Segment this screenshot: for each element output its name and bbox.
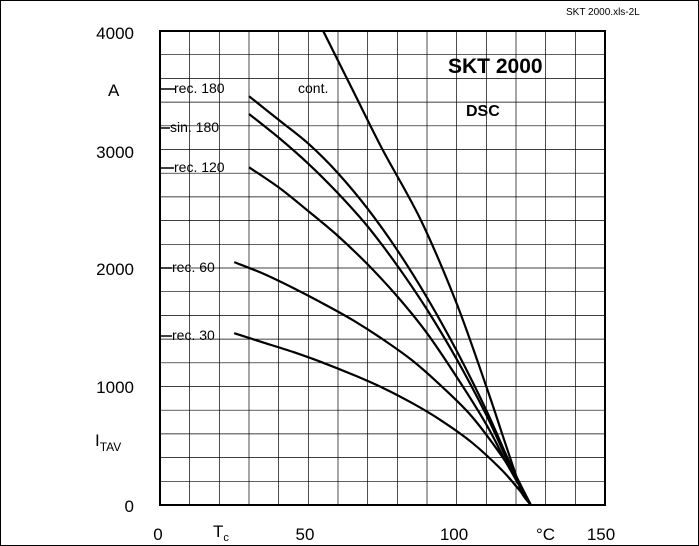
x-axis-label-sub: c — [223, 532, 229, 544]
curve-label-rec-120: rec. 120 — [174, 159, 225, 175]
y-tick-label-1000: 1000 — [96, 378, 134, 397]
y-tick-label-2000: 2000 — [96, 260, 134, 279]
curve-rec-60 — [233, 261, 532, 506]
x-tick-label-50: 50 — [296, 525, 315, 544]
label-leaders — [160, 88, 175, 337]
curve-rec-120 — [248, 166, 532, 506]
curve-label-sin-180: sin. 180 — [170, 119, 219, 135]
file-reference: SKT 2000.xls-2L — [566, 7, 640, 18]
curve-sin-180 — [248, 113, 532, 506]
x-tick-label-0: 0 — [153, 525, 162, 544]
x-tick-label-150: 150 — [587, 525, 615, 544]
curve-label-cont: cont. — [298, 80, 328, 96]
grid-lines — [160, 31, 605, 505]
curve-rec-30 — [233, 332, 532, 506]
y-axis-label: ITAV — [95, 431, 121, 454]
x-axis-unit: °C — [536, 525, 555, 544]
chart-subtitle: DSC — [466, 103, 500, 120]
x-axis-label: Tc — [213, 522, 229, 544]
chart-title: SKT 2000 — [448, 55, 543, 78]
x-axis-label-main: T — [213, 522, 223, 541]
curve-rec-180 — [248, 95, 532, 506]
curve-label-rec-180: rec. 180 — [174, 80, 225, 96]
y-tick-label-4000: 4000 — [96, 24, 134, 43]
curve-label-rec-60: rec. 60 — [172, 259, 215, 275]
curve-label-rec-30: rec. 30 — [172, 327, 215, 343]
x-tick-label-100: 100 — [440, 525, 468, 544]
curves — [233, 30, 532, 506]
y-axis-label-main: I — [95, 431, 100, 450]
y-tick-label-0: 0 — [125, 497, 134, 516]
y-axis-label-sub: TAV — [100, 440, 122, 454]
y-tick-label-3000: 3000 — [96, 143, 134, 162]
y-axis-unit: A — [108, 81, 120, 100]
